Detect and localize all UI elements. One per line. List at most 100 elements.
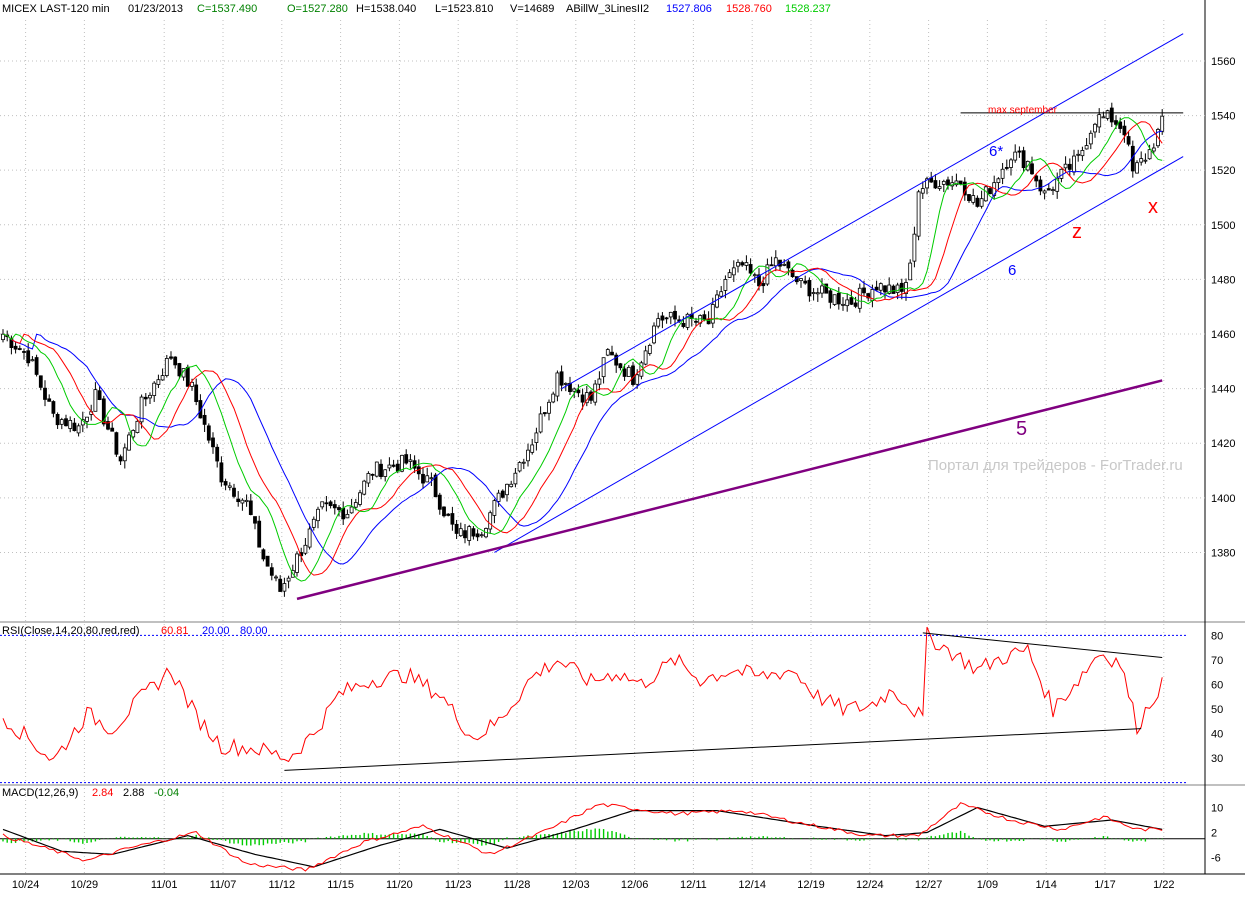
candle-body <box>492 500 497 516</box>
macd-header-label: MACD(12,26,9) <box>2 787 78 799</box>
candle-body <box>744 262 749 266</box>
candle-body <box>958 180 963 185</box>
candle-body <box>156 379 161 385</box>
candle-body <box>832 294 837 305</box>
candle-body <box>324 502 329 505</box>
candle-body <box>1143 159 1148 162</box>
price-tick-label: 1540 <box>1211 111 1235 123</box>
candle-body <box>429 477 434 480</box>
candle-body <box>85 416 89 422</box>
price-tick-label: 1460 <box>1211 329 1235 341</box>
candle-body <box>946 179 950 186</box>
candle-body <box>76 425 81 434</box>
candle-body <box>248 500 253 515</box>
candle-body <box>538 413 543 433</box>
candle-body <box>597 378 602 385</box>
candle-body <box>1030 163 1034 175</box>
candle-body <box>933 180 938 189</box>
candle-body <box>534 432 539 443</box>
watermark: Портал для трейдеров - ForTrader.ru <box>928 457 1183 474</box>
candle-body <box>572 388 577 392</box>
candle-body <box>563 382 568 385</box>
ma-line-red <box>2 121 1163 576</box>
candle-body <box>185 366 190 387</box>
candle-body <box>702 314 707 321</box>
candle-body <box>740 262 745 266</box>
x-tick-label: 11/20 <box>386 879 413 891</box>
candle-body <box>996 178 1001 183</box>
candle-body <box>626 366 631 377</box>
candle-body <box>437 494 442 510</box>
candle-body <box>55 414 60 426</box>
candle-body <box>1046 188 1051 191</box>
candle-body <box>303 544 308 554</box>
candle-body <box>631 365 635 385</box>
candle-body <box>353 502 358 508</box>
candle-body <box>59 419 64 425</box>
candle-body <box>1122 125 1127 136</box>
rsi-tick-label: 60 <box>1211 679 1223 691</box>
price-tick-label: 1500 <box>1211 220 1235 232</box>
candle-body <box>748 264 753 274</box>
candle-body <box>202 414 207 425</box>
candle-body <box>328 501 333 507</box>
macd-header-value-2: 2.88 <box>123 787 144 799</box>
header-close: C=1537.490 <box>197 3 257 15</box>
candle-body <box>177 363 182 377</box>
candle-body <box>736 261 740 267</box>
upper-channel-line <box>561 33 1184 390</box>
header-volume: V=14689 <box>510 3 554 15</box>
candle-body <box>379 463 383 477</box>
candle-body <box>391 464 396 467</box>
candle-body <box>22 351 26 353</box>
candle-body <box>97 390 102 400</box>
trend-line-5 <box>296 379 1163 601</box>
rsi-tick-label: 70 <box>1211 655 1223 667</box>
macd-panel <box>0 802 1205 872</box>
x-tick-label: 12/06 <box>621 879 649 891</box>
candle-body <box>916 191 921 237</box>
candle-body <box>106 421 110 430</box>
candle-body <box>152 382 157 396</box>
candle-body <box>454 523 459 534</box>
candle-body <box>786 261 791 269</box>
candle-body <box>513 472 518 485</box>
candle-body <box>160 375 165 381</box>
candle-body <box>253 516 257 524</box>
candle-body <box>496 492 501 502</box>
candle-body <box>198 400 203 419</box>
candle-body <box>841 303 845 306</box>
candle-body <box>362 480 367 495</box>
candle-body <box>1147 149 1152 160</box>
candle-body <box>194 384 199 402</box>
candle-body <box>269 567 274 576</box>
candle-body <box>1093 123 1097 133</box>
candle-body <box>635 374 640 385</box>
candle-body <box>895 284 900 293</box>
candle-body <box>505 483 509 496</box>
candle-body <box>1 333 5 341</box>
macd-signal-line <box>2 806 1163 868</box>
candle-body <box>660 315 665 321</box>
candle-body <box>332 504 337 509</box>
candle-body <box>110 427 115 432</box>
candle-body <box>559 371 564 386</box>
candle-body <box>1080 150 1085 157</box>
candle-body <box>967 194 971 201</box>
candle-body <box>1072 155 1076 173</box>
annotation-max-september: max september <box>988 105 1058 116</box>
candle-body <box>836 292 841 305</box>
candle-body <box>446 513 451 516</box>
candle-body <box>769 264 774 267</box>
rsi-header-value-1: 60.81 <box>161 625 189 637</box>
candle-body <box>815 292 820 295</box>
price-tick-label: 1400 <box>1211 493 1235 505</box>
candle-body <box>450 513 455 525</box>
x-tick-label: 1/17 <box>1094 879 1115 891</box>
candle-body <box>408 459 413 462</box>
candle-body <box>971 195 976 203</box>
candle-body <box>601 357 606 378</box>
header-ind-value-3: 1528.237 <box>785 3 831 15</box>
candle-body <box>349 506 354 514</box>
